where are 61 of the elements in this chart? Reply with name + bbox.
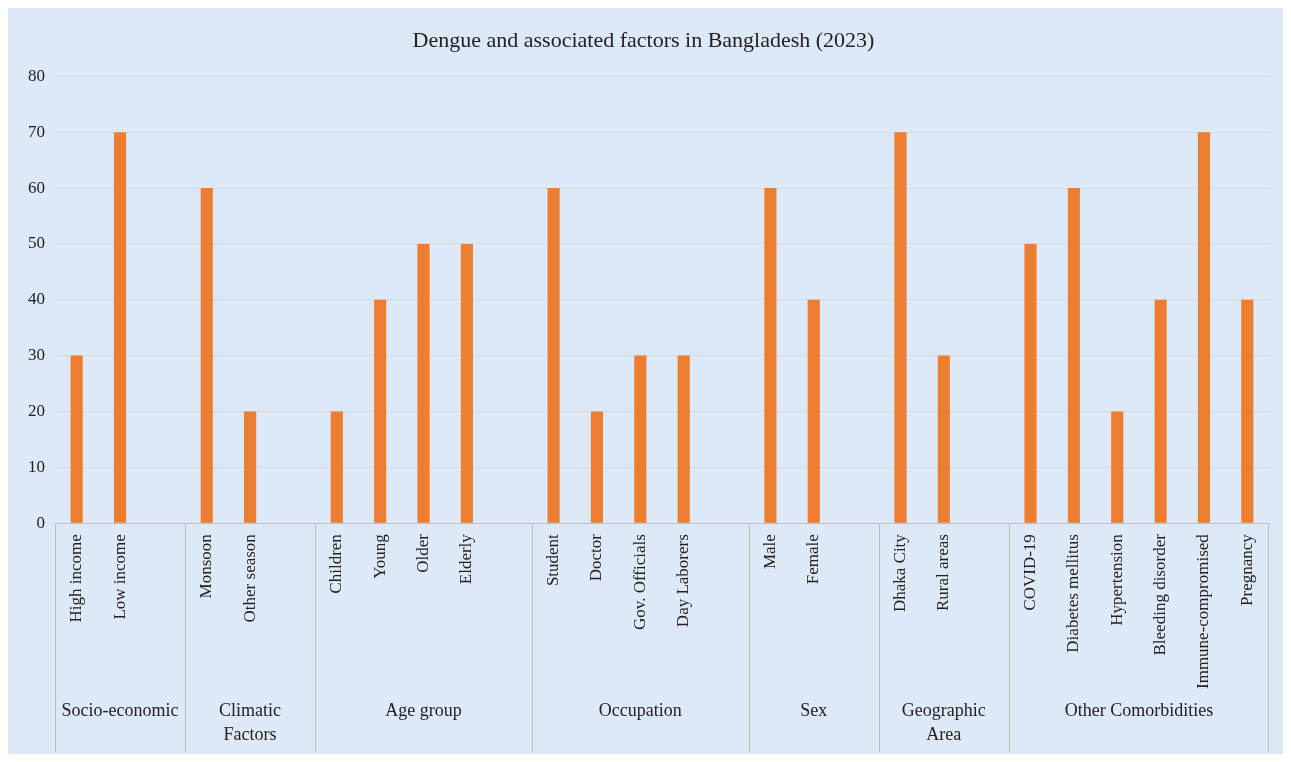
bar	[244, 411, 257, 523]
bar	[677, 355, 690, 523]
x-tick-label: Older	[413, 533, 432, 573]
x-tick-label: Student	[543, 533, 563, 587]
x-tick-label: Children	[326, 533, 346, 594]
y-tick-label: 10	[28, 456, 45, 476]
x-tick-label: Bleeding disorder	[1150, 533, 1170, 656]
x-tick-label: Young	[369, 533, 389, 579]
x-tick-label: Diabetes mellitus	[1063, 534, 1083, 653]
bar	[1154, 299, 1167, 523]
x-tick-label: Gov. Officials	[629, 534, 649, 630]
y-tick-label: 40	[28, 289, 45, 309]
x-tick-label: Doctor	[586, 533, 606, 582]
bar	[547, 188, 560, 523]
y-tick-label: 60	[28, 177, 45, 197]
bar	[807, 299, 820, 523]
bar	[1241, 299, 1254, 523]
y-tick-label: 20	[28, 400, 45, 420]
bar	[634, 355, 647, 523]
bar	[590, 411, 604, 523]
bar	[1197, 132, 1211, 523]
x-tick-label: COVID-19	[1020, 534, 1039, 611]
bar	[764, 188, 777, 523]
text: Geographic Area	[901, 699, 986, 744]
y-tick-label: 50	[28, 233, 45, 253]
bar	[70, 355, 83, 523]
text: Socio-economic	[61, 699, 179, 720]
x-tick-label: Rural areas	[933, 534, 953, 612]
bar	[113, 132, 127, 523]
text: Occupation	[598, 699, 682, 720]
bar	[460, 243, 473, 523]
x-tick-label: Day Laborers	[673, 534, 693, 628]
x-tick-label: Male	[759, 534, 779, 570]
bar	[330, 411, 343, 523]
x-tick-label: Hypertension	[1106, 533, 1126, 626]
text: Age group	[385, 699, 462, 720]
text: Other Comorbidities	[1064, 699, 1214, 720]
x-tick-label: High income	[66, 534, 86, 623]
bar	[1111, 411, 1124, 523]
bar	[894, 132, 907, 523]
x-tick-label: Other season	[239, 533, 259, 623]
chart-title: Dengue and associated factors in Bangladesh (2023)	[412, 26, 875, 52]
bar	[937, 355, 950, 523]
bar	[374, 299, 387, 523]
x-tick-label: Dhaka City	[889, 533, 909, 613]
text: Sex	[800, 699, 828, 720]
x-tick-label: Monsoon	[196, 533, 216, 599]
bar	[417, 243, 430, 523]
y-tick-label: 70	[28, 121, 45, 141]
text: Climatic Factors	[219, 699, 282, 744]
x-tick-label: Elderly	[456, 533, 476, 585]
y-tick-label: 80	[28, 65, 45, 85]
bar	[1024, 243, 1037, 523]
x-tick-label: Female	[803, 534, 823, 585]
x-tick-label: Immune-compromised	[1193, 533, 1213, 690]
x-tick-label: Pregnancy	[1236, 533, 1256, 606]
bar	[200, 188, 213, 523]
bar	[1067, 188, 1080, 523]
y-tick-label: 30	[28, 345, 45, 365]
y-tick-label: 0	[36, 512, 45, 532]
x-tick-label: Low income	[109, 534, 129, 620]
